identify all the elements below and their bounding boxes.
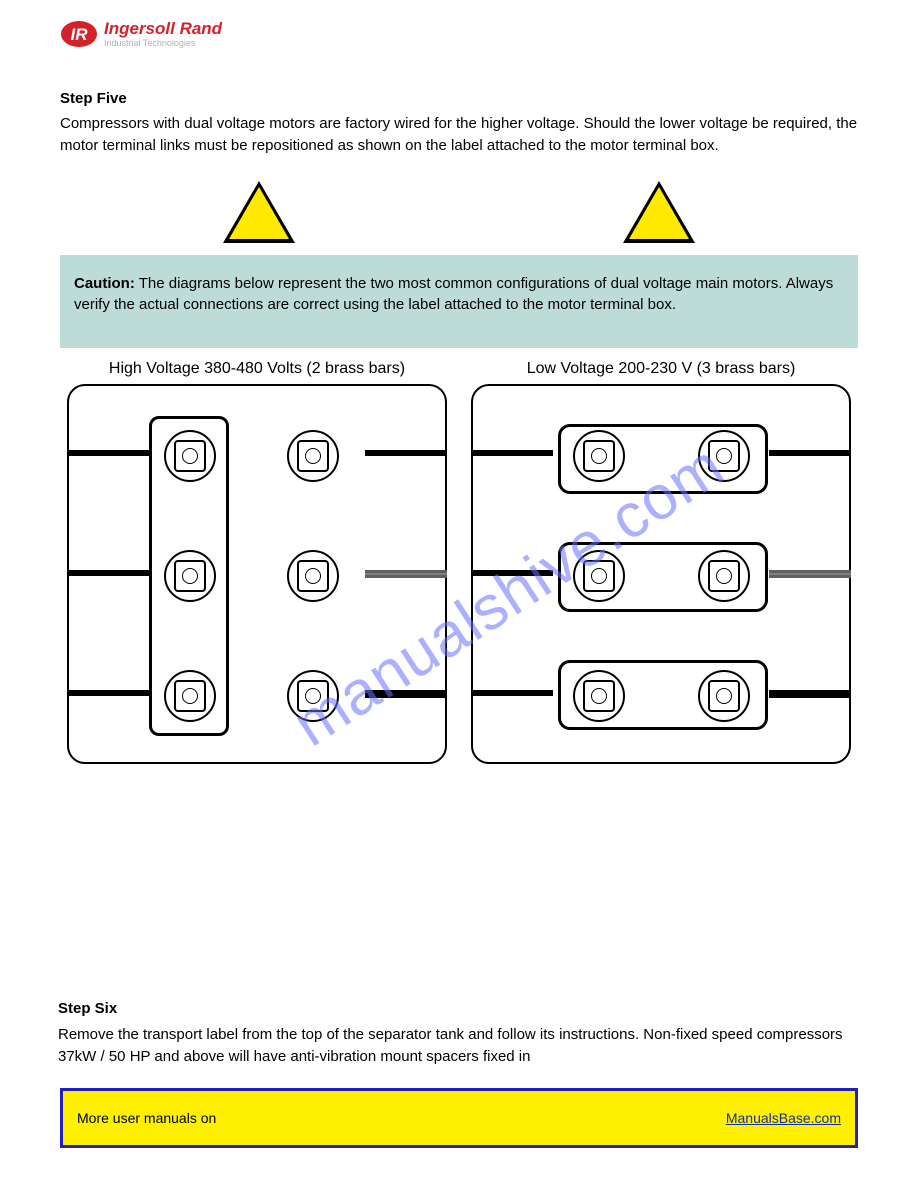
footer-bar: More user manuals on ManualsBase.com [60,1088,858,1148]
terminal-lug [573,430,625,482]
caution-box: Caution: The diagrams below represent th… [60,255,858,349]
terminal-lug [164,550,216,602]
logo-subtitle: Industrial Technologies [104,39,222,48]
terminal-lug [573,670,625,722]
diagram-left-title: High Voltage 380-480 Volts (2 brass bars… [67,360,447,378]
caution-text: The diagrams below represent the two mos… [74,275,833,314]
wire [67,570,149,576]
wire [471,690,553,696]
terminal-lug [573,550,625,602]
footer-link[interactable]: ManualsBase.com [726,1110,841,1126]
step-five-heading: Step Five [60,90,858,107]
wire [769,570,851,578]
diagram-right-title: Low Voltage 200-230 V (3 brass bars) [471,360,851,378]
wire [365,570,447,578]
warning-triangle-left-wrap [79,181,439,243]
diagram-left-column: High Voltage 380-480 Volts (2 brass bars… [67,360,447,764]
diagram-left-panel [67,384,447,764]
diagrams-row: High Voltage 380-480 Volts (2 brass bars… [60,360,858,764]
warning-triangles-row [60,181,858,243]
wire [365,450,447,456]
terminal-lug [287,430,339,482]
wire [769,450,851,456]
warning-triangle-icon [623,181,695,243]
logo-mark-icon: IR [60,20,98,48]
terminal-lug [287,670,339,722]
wire [471,570,553,576]
logo-company-name: Ingersoll Rand [104,20,222,37]
terminal-lug [287,550,339,602]
logo-text: Ingersoll Rand Industrial Technologies [104,20,222,48]
terminal-lug [698,670,750,722]
terminal-lug [164,670,216,722]
diagram-right-column: Low Voltage 200-230 V (3 brass bars) [471,360,851,764]
diagram-right-panel [471,384,851,764]
footer-inner: More user manuals on ManualsBase.com [63,1110,855,1126]
wire [365,690,447,698]
wire [67,690,149,696]
warning-triangle-icon [223,181,295,243]
svg-text:IR: IR [71,25,89,44]
wire [769,690,851,698]
footer-left-text: More user manuals on [77,1110,216,1126]
brand-logo: IR Ingersoll Rand Industrial Technologie… [60,20,222,48]
step-five-body: Compressors with dual voltage motors are… [60,113,858,157]
main-content: Step Five Compressors with dual voltage … [60,90,858,764]
terminal-lug [698,430,750,482]
wire [67,450,149,456]
wire [471,450,553,456]
caution-label: Caution: [74,275,135,292]
terminal-lug [698,550,750,602]
terminal-lug [164,430,216,482]
footer-right: ManualsBase.com [726,1110,841,1126]
step-six-body: Remove the transport label from the top … [58,1024,858,1068]
warning-triangle-right-wrap [479,181,839,243]
step-six-heading: Step Six [58,1000,117,1017]
